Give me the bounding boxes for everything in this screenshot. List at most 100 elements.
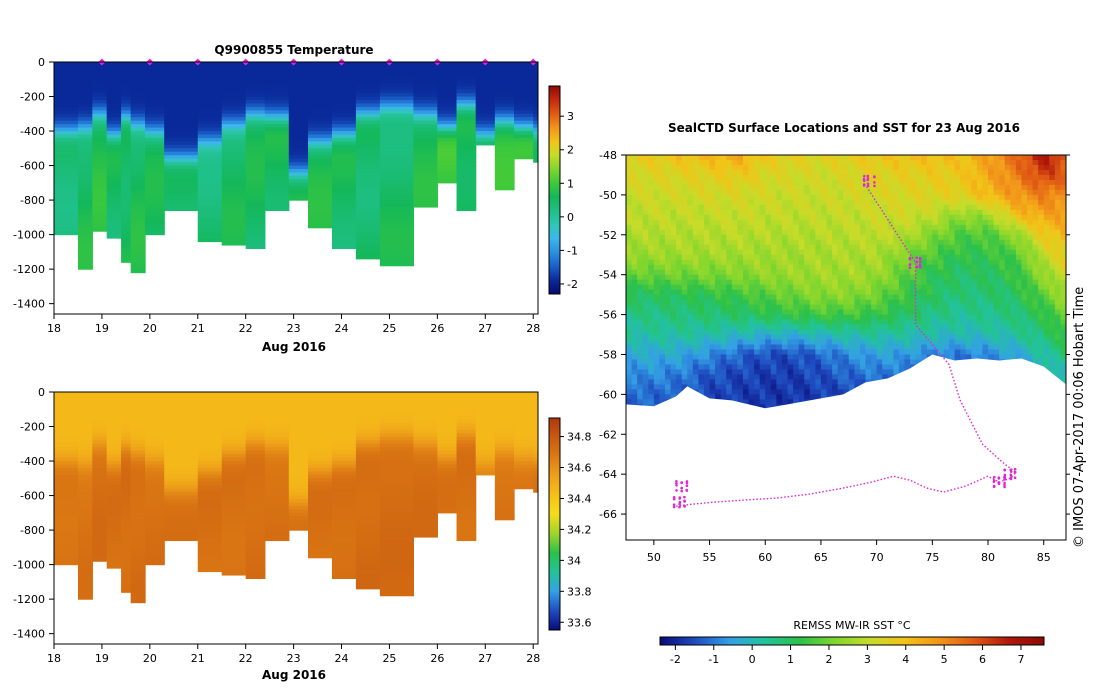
temperature-cell	[331, 120, 357, 125]
temperature-cell	[130, 186, 146, 191]
sst-cell	[910, 155, 917, 161]
sst-cell	[921, 224, 928, 231]
salinity-cell	[77, 519, 93, 524]
sst-cell	[664, 294, 672, 301]
temperature-cell	[264, 193, 290, 198]
salinity-cell	[92, 450, 108, 455]
sst-cell	[865, 264, 872, 271]
sst-cell	[843, 264, 850, 271]
temperature-cell	[77, 72, 93, 77]
sst-cell	[1038, 254, 1045, 261]
sst-cell	[1021, 274, 1028, 281]
sst-cell	[871, 274, 878, 281]
sst-cell	[709, 284, 716, 291]
temperature-cell	[77, 96, 93, 101]
salinity-cell	[145, 412, 165, 417]
sst-cell	[748, 164, 755, 171]
sst-cell	[653, 169, 660, 176]
sst-cell	[1027, 169, 1034, 176]
temperature-cell	[331, 151, 357, 156]
salinity-cell	[221, 395, 247, 400]
sst-cell	[737, 204, 744, 211]
salinity-cell	[130, 568, 146, 573]
sst-cell	[626, 249, 633, 256]
salinity-cell	[288, 488, 309, 493]
sst-cell	[631, 169, 638, 176]
sst-cell	[804, 164, 811, 171]
temperature-cell	[106, 210, 122, 215]
salinity-cell	[130, 433, 146, 438]
sst-cell	[910, 224, 917, 231]
sst-cell	[715, 234, 722, 241]
salinity-cell	[331, 429, 357, 435]
sst-cell	[770, 199, 777, 206]
sst-cell	[960, 204, 967, 211]
sst-cell	[720, 269, 727, 276]
salinity-cell	[379, 485, 414, 490]
temperature-cell	[130, 82, 146, 87]
salinity-cell	[413, 467, 438, 472]
sst-cell	[859, 209, 866, 216]
temperature-cell	[514, 89, 534, 94]
sst-cell	[703, 219, 711, 226]
temperature-cell	[437, 155, 458, 160]
sst-cell	[893, 279, 900, 286]
sst-cell	[832, 259, 839, 266]
temperature-cell	[437, 148, 458, 153]
sst-cell	[698, 249, 705, 256]
temperature-cell	[164, 110, 199, 115]
sst-cell	[748, 264, 755, 271]
sst-cell	[653, 155, 660, 161]
sst-cell	[876, 155, 883, 161]
temperature-cell	[413, 131, 438, 136]
salinity-cell	[197, 499, 223, 504]
sst-cell	[954, 169, 961, 176]
sst-cell	[754, 219, 761, 226]
temperature-cell	[379, 231, 414, 236]
sst-cell	[1027, 279, 1034, 286]
sst-cell	[993, 219, 1000, 226]
temperature-cell	[197, 186, 223, 191]
salinity-cell	[494, 392, 515, 397]
salinity-x-tick-label: 21	[191, 652, 205, 665]
salinity-cell	[533, 412, 538, 417]
sst-cell	[820, 194, 828, 201]
sst-cell	[937, 169, 944, 176]
sst-cell	[698, 174, 705, 181]
temperature-cell	[164, 175, 199, 180]
temperature-cell	[437, 79, 458, 84]
sst-cell	[949, 314, 956, 321]
sst-cell	[937, 234, 944, 241]
salinity-cell	[331, 509, 357, 514]
temperature-cell	[307, 65, 333, 70]
sst-cell	[893, 264, 900, 271]
temperature-cell	[130, 244, 146, 250]
sst-cell	[626, 179, 633, 186]
salinity-cell	[130, 450, 146, 455]
sst-cell	[837, 184, 844, 191]
sst-cell	[809, 189, 816, 196]
sst-cell	[642, 229, 649, 236]
temperature-cell	[245, 110, 266, 115]
sst-cell	[837, 164, 844, 171]
sst-cell	[653, 224, 660, 231]
salinity-cell	[197, 550, 223, 555]
temperature-cell	[264, 186, 290, 191]
temperature-cell	[494, 175, 515, 180]
sst-cell	[893, 184, 900, 191]
salinity-cell	[221, 543, 247, 548]
sst-cell	[865, 169, 872, 176]
sst-cell	[1027, 274, 1034, 281]
sst-cell	[737, 159, 744, 166]
salinity-cell	[264, 467, 290, 472]
temperature-cell	[307, 75, 333, 80]
temperature-cell	[331, 82, 357, 87]
salinity-cell	[106, 526, 122, 531]
sst-cell	[642, 294, 649, 301]
sst-cell	[765, 294, 772, 301]
sst-cell	[1049, 184, 1056, 191]
temperature-y-tick-label: 0	[38, 56, 45, 69]
salinity-cell	[437, 405, 458, 410]
sst-cell	[976, 284, 983, 291]
sst-cell	[882, 179, 889, 186]
